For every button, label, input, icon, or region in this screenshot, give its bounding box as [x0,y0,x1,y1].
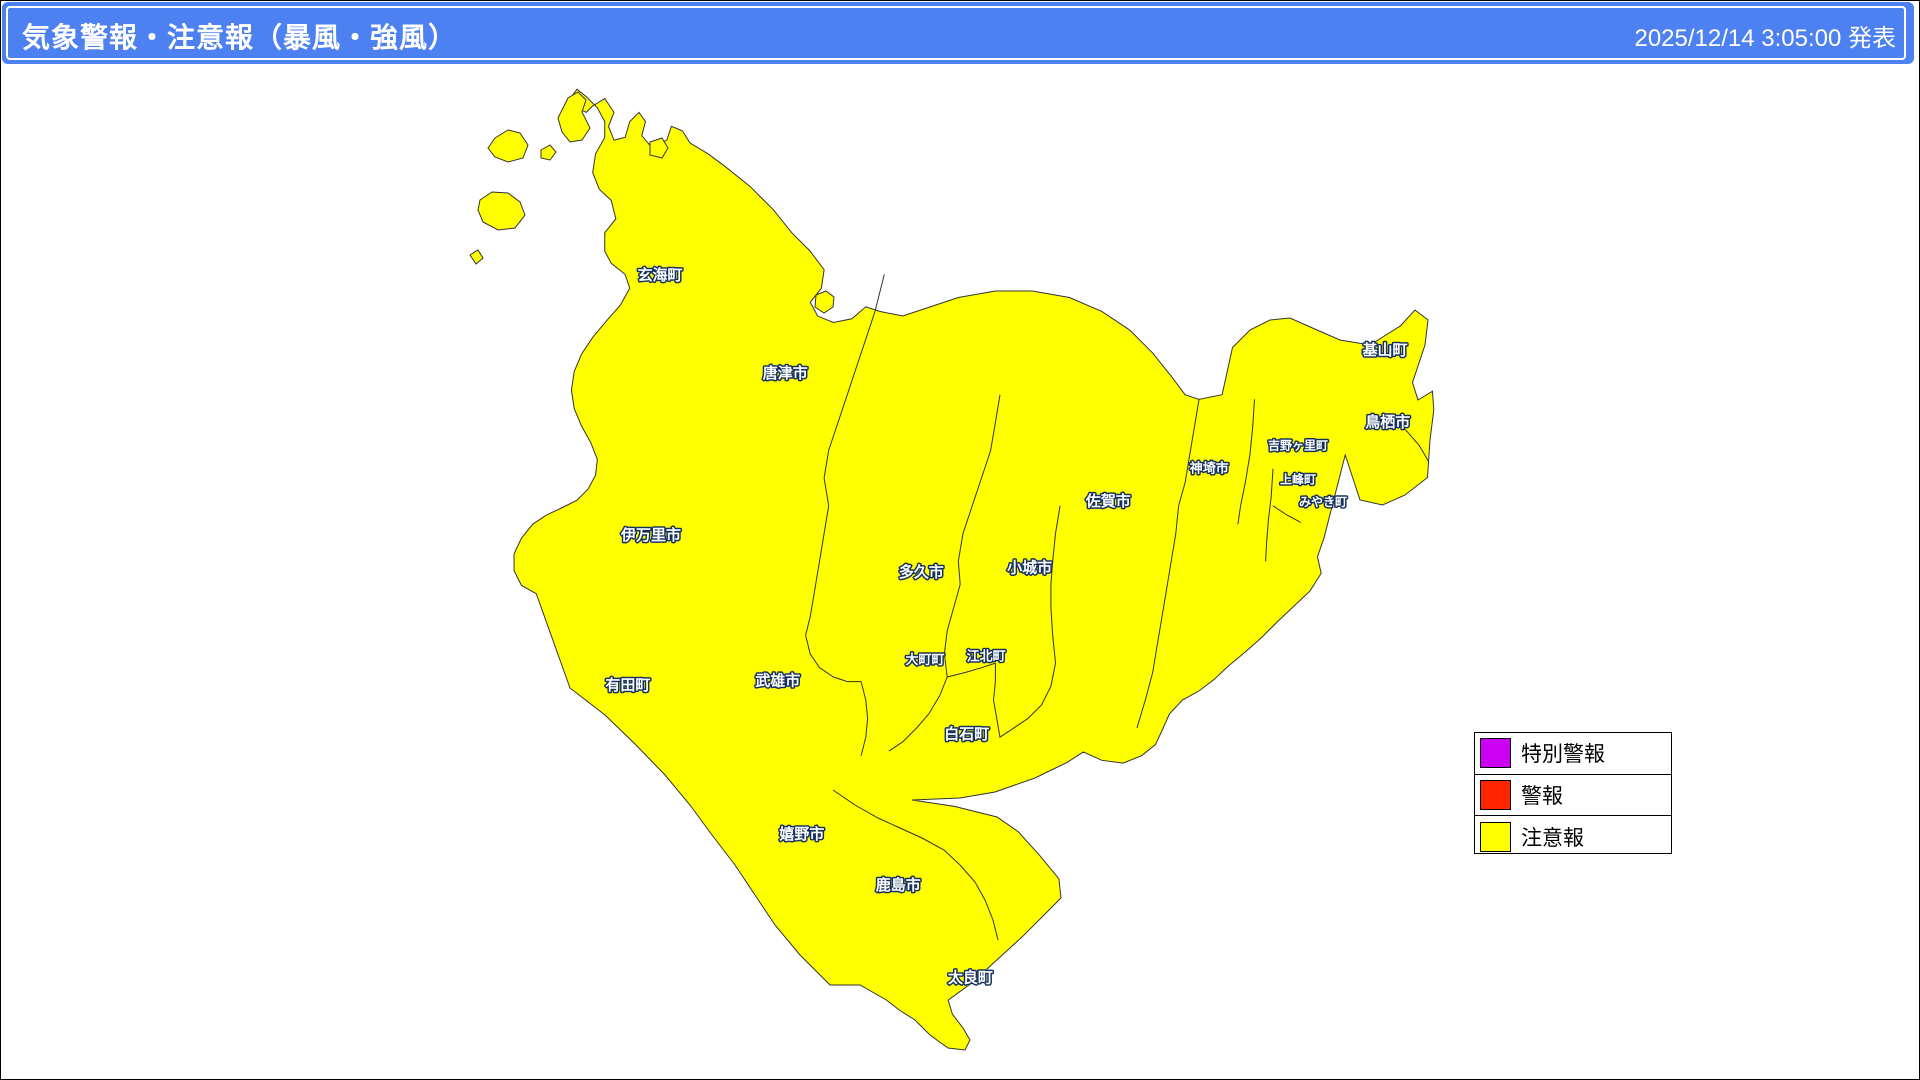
svg-text:上峰町: 上峰町 [1280,472,1316,487]
svg-text:唐津市: 唐津市 [763,364,808,382]
svg-text:武雄市: 武雄市 [755,671,800,689]
svg-text:佐賀市: 佐賀市 [1085,492,1131,510]
svg-text:大町町: 大町町 [905,652,944,667]
svg-text:江北町: 江北町 [967,648,1006,663]
svg-text:玄海町: 玄海町 [637,266,682,284]
svg-text:太良町: 太良町 [948,969,993,987]
svg-text:みやき町: みやき町 [1299,495,1347,509]
svg-text:伊万里市: 伊万里市 [620,526,681,544]
svg-text:神埼市: 神埼市 [1190,461,1229,476]
svg-text:小城市: 小城市 [1007,558,1052,576]
svg-text:吉野ヶ里町: 吉野ヶ里町 [1268,437,1328,452]
svg-text:基山町: 基山町 [1361,341,1407,359]
svg-text:白石町: 白石町 [944,725,989,743]
svg-text:有田町: 有田町 [605,676,650,694]
svg-text:多久市: 多久市 [899,563,944,581]
svg-text:嬉野市: 嬉野市 [778,825,824,843]
svg-text:鳥栖市: 鳥栖市 [1365,413,1410,431]
svg-text:鹿島市: 鹿島市 [876,876,921,894]
